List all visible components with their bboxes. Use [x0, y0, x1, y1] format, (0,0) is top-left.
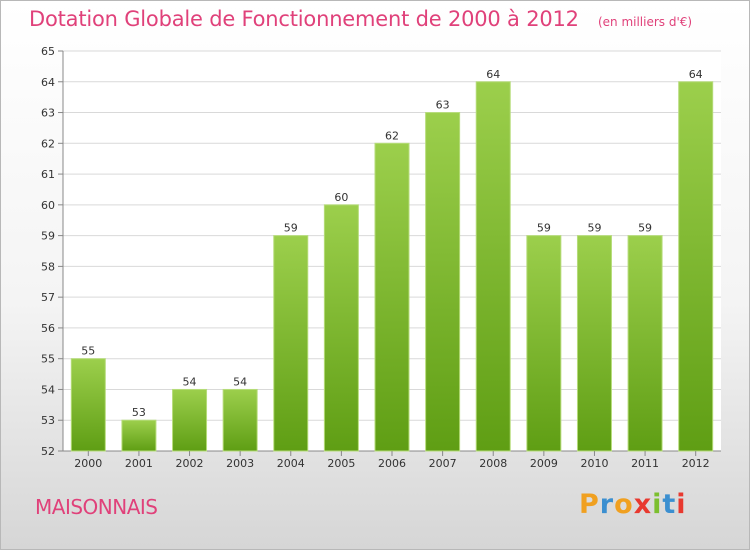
data-label-2001: 53	[132, 406, 146, 419]
data-label-2007: 63	[436, 99, 450, 112]
bar-2006	[374, 142, 410, 452]
x-tick-label-2010: 2010	[580, 457, 608, 470]
data-label-2010: 59	[587, 222, 601, 235]
y-tick-label: 63	[41, 107, 55, 120]
x-tick-label-2011: 2011	[631, 457, 659, 470]
bar-2011	[627, 235, 663, 452]
chart-title: Dotation Globale de Fonctionnement de 20…	[29, 7, 579, 31]
bar-2001	[121, 419, 157, 452]
x-tick-label-2007: 2007	[429, 457, 457, 470]
bar-2010	[576, 235, 612, 452]
x-tick-label-2002: 2002	[176, 457, 204, 470]
bar-2002	[172, 388, 208, 452]
x-tick-label-2009: 2009	[530, 457, 558, 470]
data-label-2003: 54	[233, 375, 247, 388]
x-tick-label-2008: 2008	[479, 457, 507, 470]
data-label-2005: 60	[334, 191, 348, 204]
y-tick-label: 52	[41, 445, 55, 458]
y-tick-label: 56	[41, 322, 55, 335]
y-tick-label: 65	[41, 45, 55, 58]
y-tick-label: 61	[41, 168, 55, 181]
data-label-2009: 59	[537, 222, 551, 235]
data-label-2012: 64	[689, 68, 703, 81]
bar-2005	[323, 204, 359, 452]
y-tick-label: 55	[41, 353, 55, 366]
data-label-2004: 59	[284, 222, 298, 235]
y-tick-label: 58	[41, 260, 55, 273]
data-label-2000: 55	[81, 345, 95, 358]
y-tick-label: 59	[41, 230, 55, 243]
title-row: Dotation Globale de Fonctionnement de 20…	[29, 7, 692, 31]
x-tick-label-2012: 2012	[682, 457, 710, 470]
data-label-2006: 62	[385, 129, 399, 142]
chart-unit: (en milliers d'€)	[597, 15, 693, 29]
bar-2003	[222, 388, 258, 452]
x-tick-label-2003: 2003	[226, 457, 254, 470]
y-tick-label: 60	[41, 199, 55, 212]
data-label-2011: 59	[638, 222, 652, 235]
x-tick-label-2006: 2006	[378, 457, 406, 470]
data-label-2008: 64	[486, 68, 500, 81]
town-name: MAISONNAIS	[35, 495, 158, 519]
bar-2000	[70, 358, 106, 452]
data-label-2002: 54	[183, 375, 197, 388]
bar-2004	[273, 235, 309, 452]
bar-2009	[526, 235, 562, 452]
proxiti-logo: Proxiti	[579, 489, 687, 520]
bar-2008	[475, 81, 511, 452]
y-tick-label: 64	[41, 76, 55, 89]
y-tick-label: 53	[41, 414, 55, 427]
x-tick-label-2004: 2004	[277, 457, 305, 470]
bar-2007	[425, 112, 461, 452]
x-tick-label-2001: 2001	[125, 457, 153, 470]
y-tick-label: 62	[41, 137, 55, 150]
y-tick-label: 57	[41, 291, 55, 304]
x-tick-label-2000: 2000	[74, 457, 102, 470]
y-tick-label: 54	[41, 383, 55, 396]
x-tick-label-2005: 2005	[327, 457, 355, 470]
bar-2012	[678, 81, 714, 452]
